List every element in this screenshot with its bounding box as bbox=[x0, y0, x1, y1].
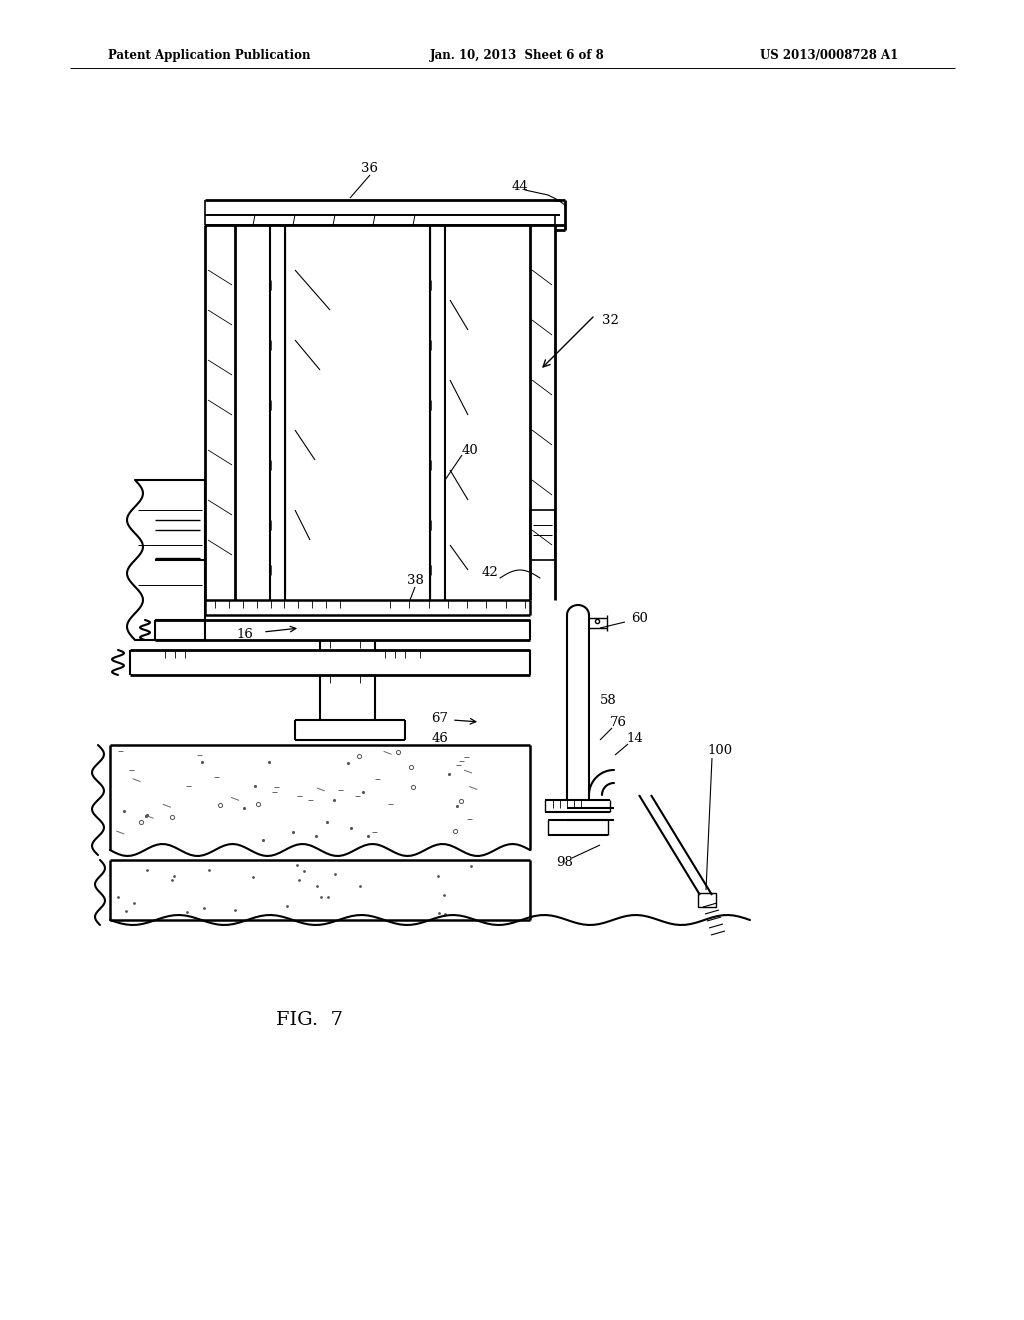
Text: FIG.  7: FIG. 7 bbox=[276, 1011, 343, 1030]
Text: Jan. 10, 2013  Sheet 6 of 8: Jan. 10, 2013 Sheet 6 of 8 bbox=[430, 49, 605, 62]
Text: 98: 98 bbox=[557, 855, 573, 869]
Bar bbox=[698, 894, 716, 907]
Text: 67: 67 bbox=[431, 711, 449, 725]
Text: 60: 60 bbox=[632, 611, 648, 624]
Text: 14: 14 bbox=[627, 731, 643, 744]
Text: Patent Application Publication: Patent Application Publication bbox=[108, 49, 310, 62]
Text: 44: 44 bbox=[512, 180, 528, 193]
Text: 40: 40 bbox=[462, 444, 478, 457]
Text: 42: 42 bbox=[481, 565, 499, 578]
Text: 46: 46 bbox=[431, 731, 449, 744]
Text: 76: 76 bbox=[609, 715, 627, 729]
Text: US 2013/0008728 A1: US 2013/0008728 A1 bbox=[760, 49, 898, 62]
Text: 58: 58 bbox=[600, 693, 616, 706]
Text: 32: 32 bbox=[601, 314, 618, 326]
Text: 100: 100 bbox=[708, 743, 732, 756]
Text: 36: 36 bbox=[361, 161, 379, 174]
Text: 38: 38 bbox=[407, 573, 424, 586]
Text: 16: 16 bbox=[237, 628, 253, 642]
